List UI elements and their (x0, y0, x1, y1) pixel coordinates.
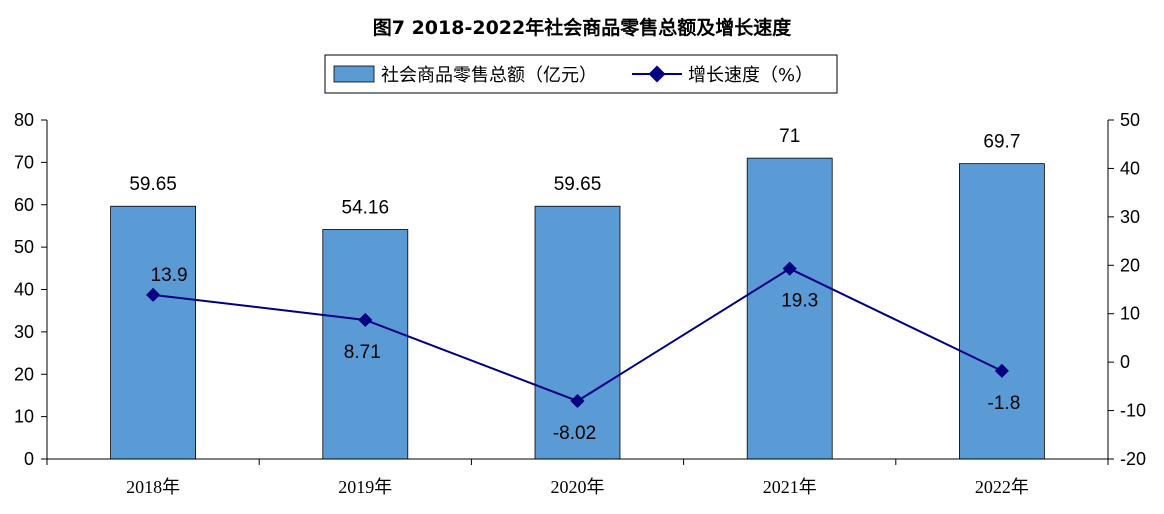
y-left-tick-label: 30 (14, 322, 34, 342)
legend-bar-swatch (333, 65, 375, 83)
chart-title: 图7 2018-2022年社会商品零售总额及增长速度 (373, 16, 792, 39)
growth-point (782, 261, 797, 276)
bar-value-label: 69.7 (983, 132, 1020, 153)
y-left-tick-label: 60 (14, 195, 34, 215)
y-right-tick-label: 10 (1120, 304, 1140, 324)
x-tick-label: 2021年 (763, 477, 817, 497)
legend-box (324, 54, 838, 94)
growth-point (358, 312, 373, 328)
y-right-tick-label: 50 (1120, 110, 1140, 130)
y-left-tick-label: 10 (14, 407, 34, 427)
y-right-tick-label: -20 (1120, 449, 1146, 469)
growth-point (994, 363, 1009, 378)
bar-value-label: 54.16 (342, 197, 390, 218)
growth-value-label: 19.3 (781, 291, 818, 312)
growth-value-label: 8.71 (344, 342, 381, 363)
y-right-tick-label: 40 (1120, 158, 1140, 178)
bar (534, 205, 621, 460)
plot-area: 59.65 54.16 59.65 71 69.7 0 10 20 30 40 50 60 70 80 -2… (14, 110, 1146, 497)
growth-value-label: -1.8 (988, 393, 1021, 414)
y-right-tick-label: 30 (1120, 207, 1140, 227)
growth-value-label: 13.9 (151, 265, 188, 286)
bar-value-label: 59.65 (554, 174, 602, 195)
y-right-tick-label: -10 (1120, 401, 1146, 421)
x-tick-label: 2022年 (975, 477, 1029, 497)
y-left-tick-label: 50 (14, 237, 34, 257)
y-right-tick-label: 20 (1120, 255, 1140, 275)
x-tick-label: 2020年 (551, 477, 605, 497)
y-left-tick-label: 40 (14, 280, 34, 300)
x-tick-label: 2019年 (338, 477, 392, 497)
legend: 社会商品零售总额（亿元） 增长速度（%） (324, 54, 838, 94)
bar (959, 163, 1045, 460)
bar (110, 205, 196, 460)
legend-bar-label: 社会商品零售总额（亿元） (381, 65, 597, 86)
y-left-tick-label: 0 (24, 449, 34, 469)
bar (746, 157, 833, 460)
y-right-tick-label: 0 (1120, 352, 1130, 372)
growth-point (570, 393, 585, 409)
growth-value-label: -8.02 (553, 423, 596, 444)
y-left-tick-label: 80 (14, 110, 34, 130)
y-left-tick-label: 70 (14, 152, 34, 172)
growth-point (146, 287, 161, 302)
y-left-tick-label: 20 (14, 364, 34, 384)
bar-value-label: 59.65 (129, 174, 177, 195)
legend-line-label: 增长速度（%） (688, 65, 813, 86)
legend-line-marker (648, 65, 666, 83)
bar-value-label: 71 (779, 126, 800, 147)
x-tick-label: 2018年 (126, 477, 180, 497)
